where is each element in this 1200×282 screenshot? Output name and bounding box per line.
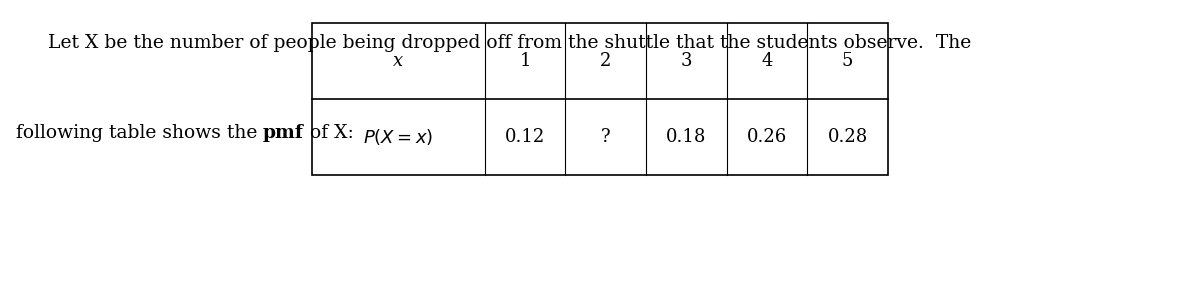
Text: 0.18: 0.18 xyxy=(666,128,707,146)
Text: 0.26: 0.26 xyxy=(746,128,787,146)
Text: 4: 4 xyxy=(761,52,773,70)
Text: 3: 3 xyxy=(680,52,692,70)
Text: 1: 1 xyxy=(520,52,530,70)
Text: $P(X = x)$: $P(X = x)$ xyxy=(364,127,433,147)
Text: following table shows the: following table shows the xyxy=(16,124,263,142)
Bar xyxy=(312,23,888,175)
Text: pmf: pmf xyxy=(263,124,304,142)
Text: ?: ? xyxy=(601,128,611,146)
Text: 2: 2 xyxy=(600,52,612,70)
Text: 0.12: 0.12 xyxy=(505,128,545,146)
Text: x: x xyxy=(394,52,403,70)
Text: of X:: of X: xyxy=(304,124,354,142)
Text: Let X be the number of people being dropped off from the shuttle that the studen: Let X be the number of people being drop… xyxy=(48,34,971,52)
Text: 0.28: 0.28 xyxy=(828,128,868,146)
Text: 5: 5 xyxy=(842,52,853,70)
